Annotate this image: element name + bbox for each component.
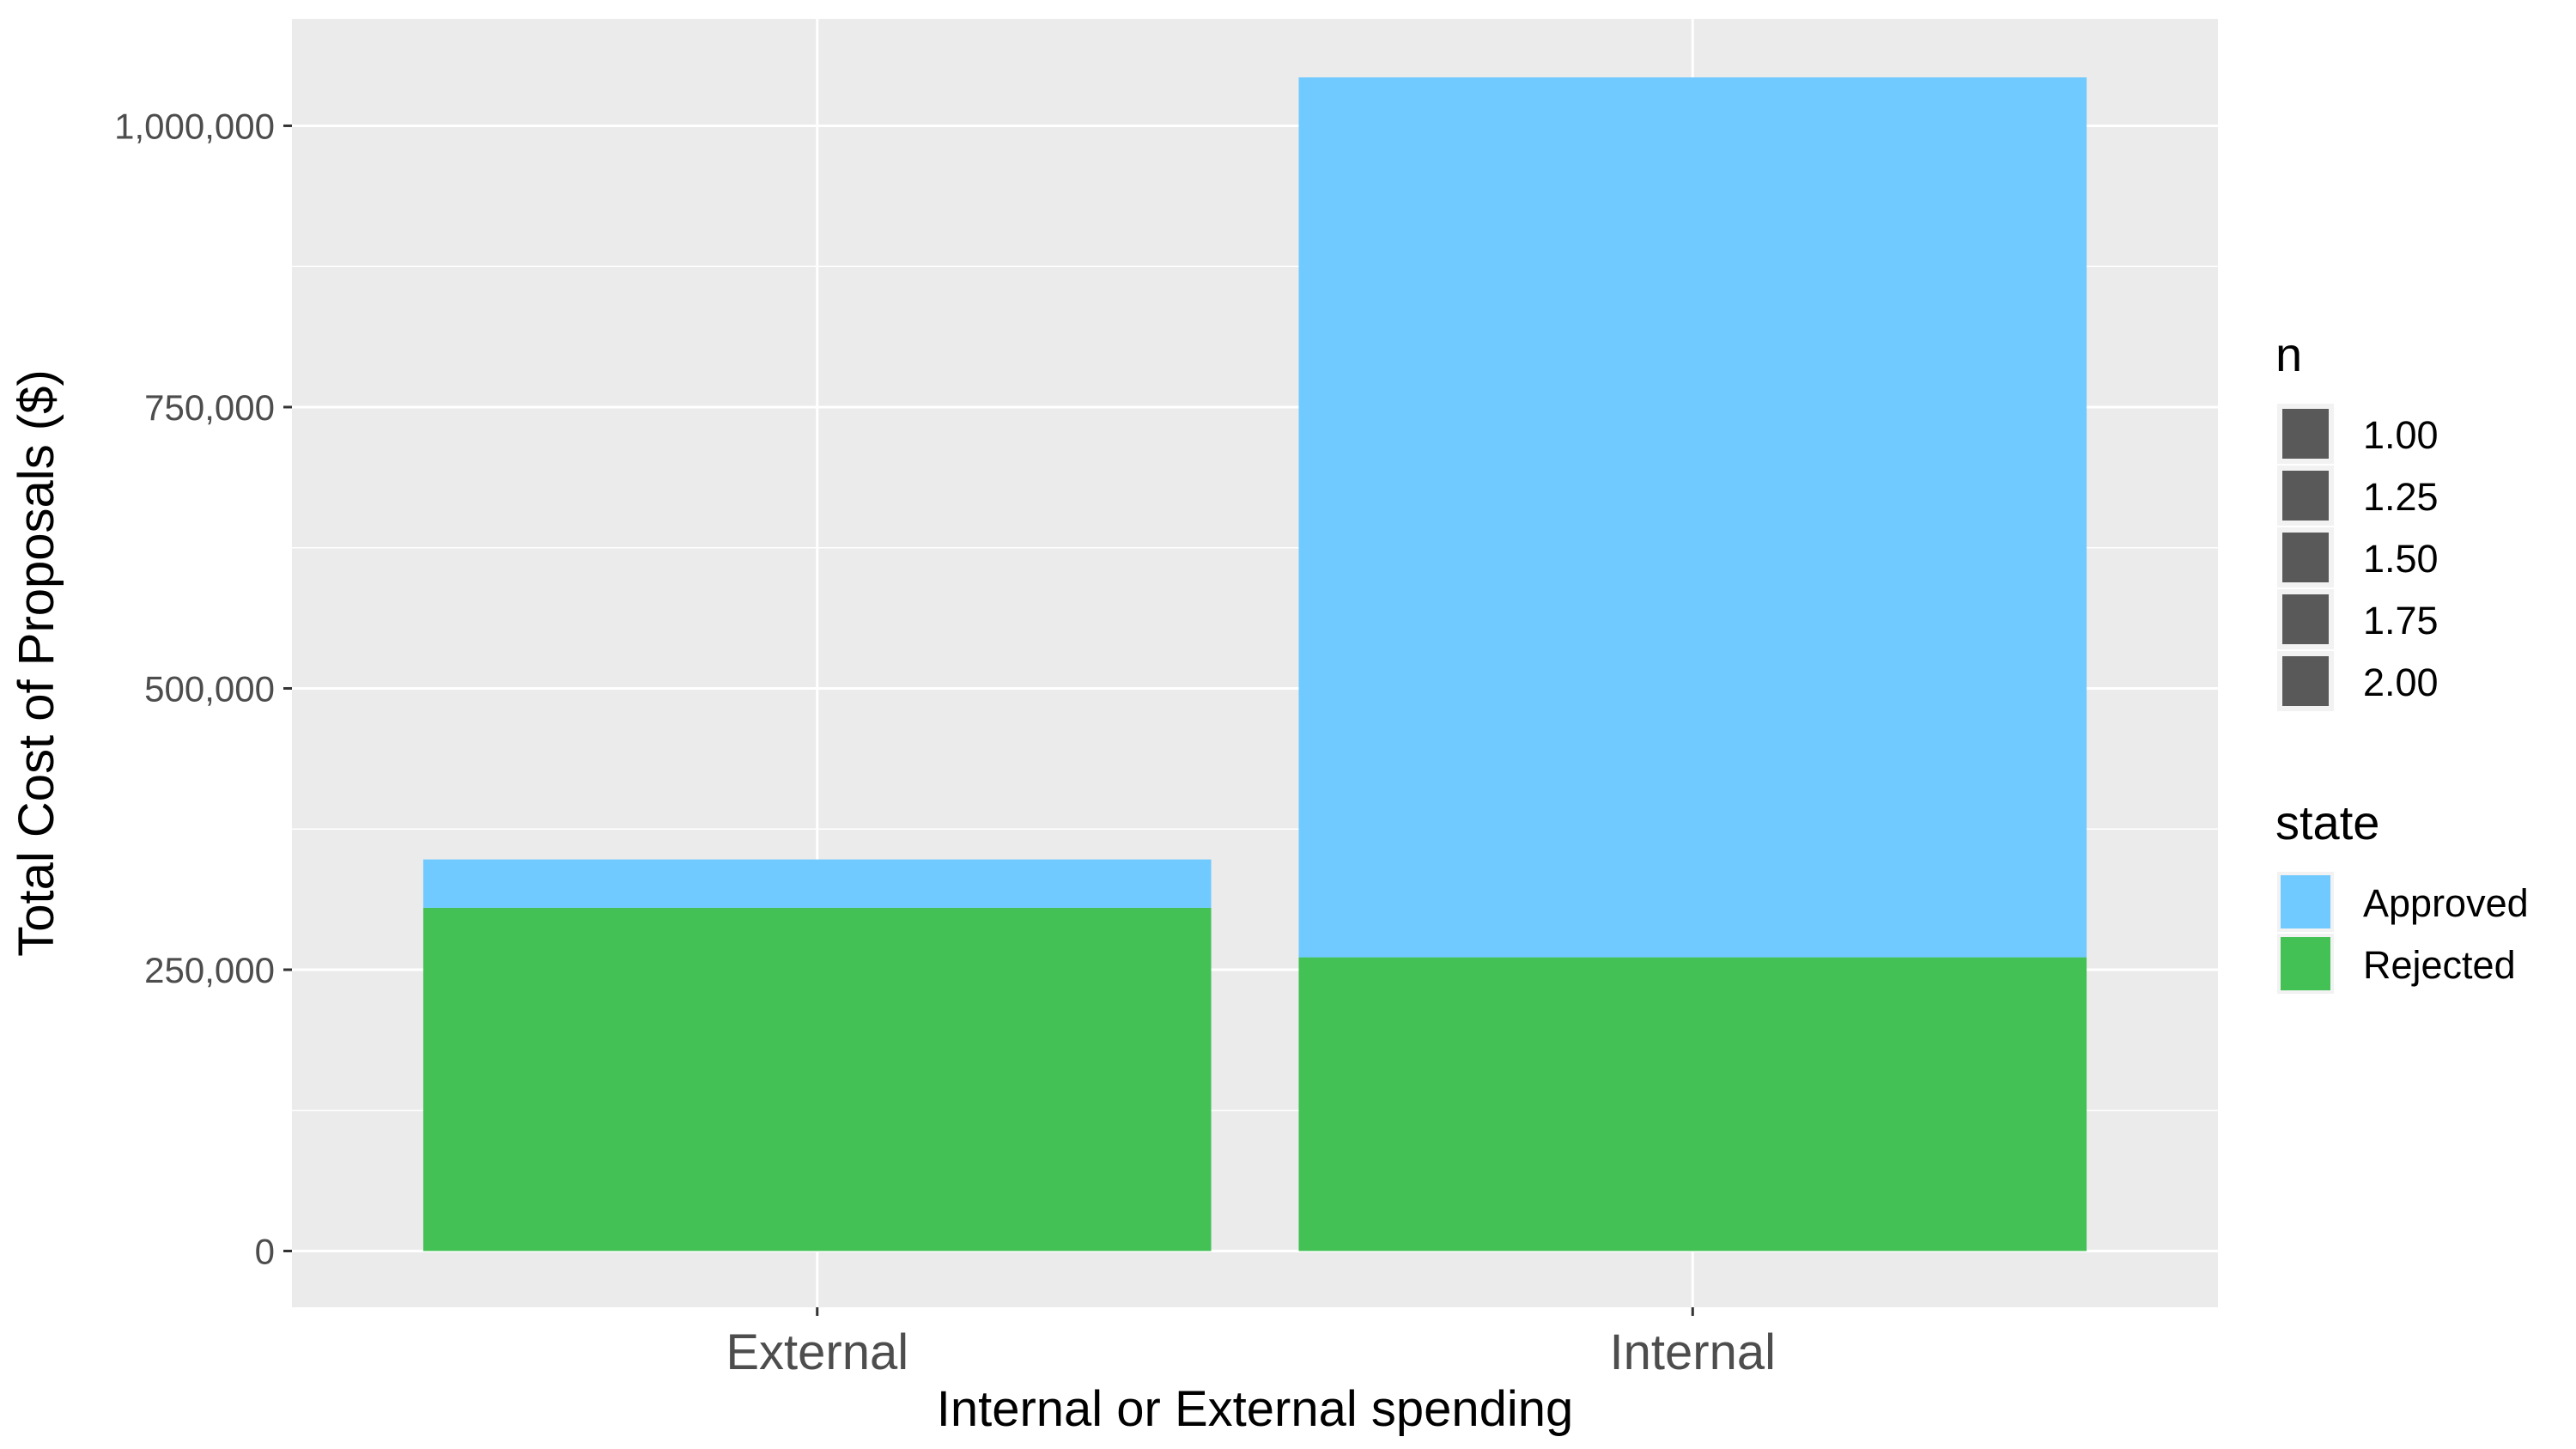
bar-approved-internal <box>1298 77 2087 958</box>
bar-rejected-internal <box>1298 957 2087 1251</box>
x-axis: External Internal <box>726 1307 1776 1380</box>
legend-label-n: 1.25 <box>2363 475 2439 519</box>
y-tick-label: 500,000 <box>144 668 275 709</box>
legend-key-n <box>2282 471 2329 521</box>
legend-key-rejected <box>2281 937 2330 990</box>
y-axis-title: Total Cost of Proposals ($) <box>9 369 64 956</box>
x-axis-title: Internal or External spending <box>937 1381 1574 1437</box>
legend-n: n 1.00 1.25 1.50 1.75 2.00 <box>2275 327 2439 711</box>
x-tick-label: Internal <box>1610 1324 1776 1380</box>
bar-approved-external <box>422 859 1212 908</box>
legend-key-n <box>2282 409 2329 459</box>
legend-label-n: 1.50 <box>2363 537 2439 581</box>
legend-label-approved: Approved <box>2363 881 2529 925</box>
y-tick-label: 1,000,000 <box>114 106 275 146</box>
legend-key-n <box>2282 656 2329 706</box>
legend-key-n <box>2282 594 2329 644</box>
y-tick-label: 0 <box>255 1231 275 1271</box>
legend-key-n <box>2282 533 2329 582</box>
y-tick-label: 750,000 <box>144 387 275 428</box>
y-tick-label: 250,000 <box>144 950 275 990</box>
bar-rejected-external <box>422 907 1212 1251</box>
legend-label-n: 2.00 <box>2363 661 2439 704</box>
legend-label-rejected: Rejected <box>2363 943 2516 987</box>
legend-state-title: state <box>2275 795 2379 849</box>
legend-n-title: n <box>2275 327 2302 381</box>
legend-key-approved <box>2281 875 2330 928</box>
legend-label-n: 1.75 <box>2363 599 2439 642</box>
y-axis: 0 250,000 500,000 750,000 1,000,000 <box>114 106 292 1271</box>
legend-state: state Approved Rejected <box>2275 795 2529 994</box>
legend-label-n: 1.00 <box>2363 413 2439 457</box>
x-tick-label: External <box>726 1324 908 1380</box>
bars <box>422 77 2087 1251</box>
